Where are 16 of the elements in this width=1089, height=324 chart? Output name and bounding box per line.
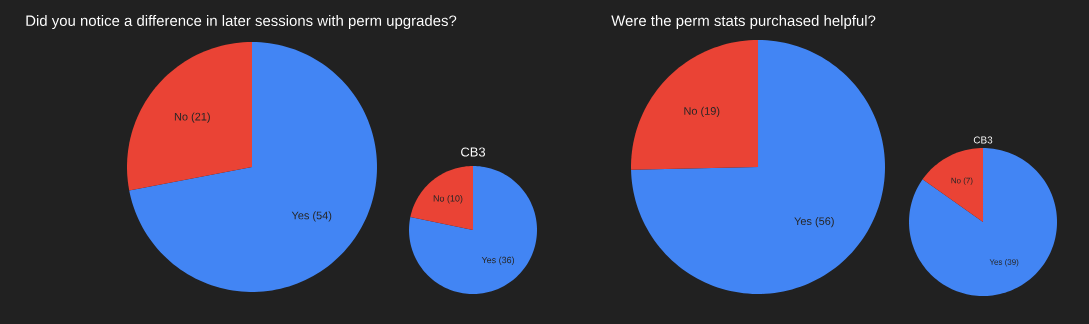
slice-label: Yes	[794, 217, 812, 226]
chart-title: Did you notice a difference in later sessions with perm upgrades?	[26, 15, 457, 29]
chart-title: CB3	[461, 147, 486, 157]
slice-label: Yes	[291, 211, 309, 220]
data-label: (21)	[191, 112, 210, 123]
data-label: (54)	[313, 211, 332, 222]
data-label: (36)	[499, 256, 515, 265]
chart-title: CB3	[973, 136, 993, 144]
data-label: (19)	[701, 106, 720, 118]
slice-label: Yes	[481, 256, 496, 264]
slice-label: No	[433, 195, 445, 202]
slice-label: No	[174, 112, 188, 121]
slice-label: No	[684, 107, 698, 115]
data-label: (56)	[815, 216, 834, 228]
chart-title: Were the perm stats purchased helpful?	[611, 15, 876, 29]
data-label: (10)	[447, 195, 463, 204]
